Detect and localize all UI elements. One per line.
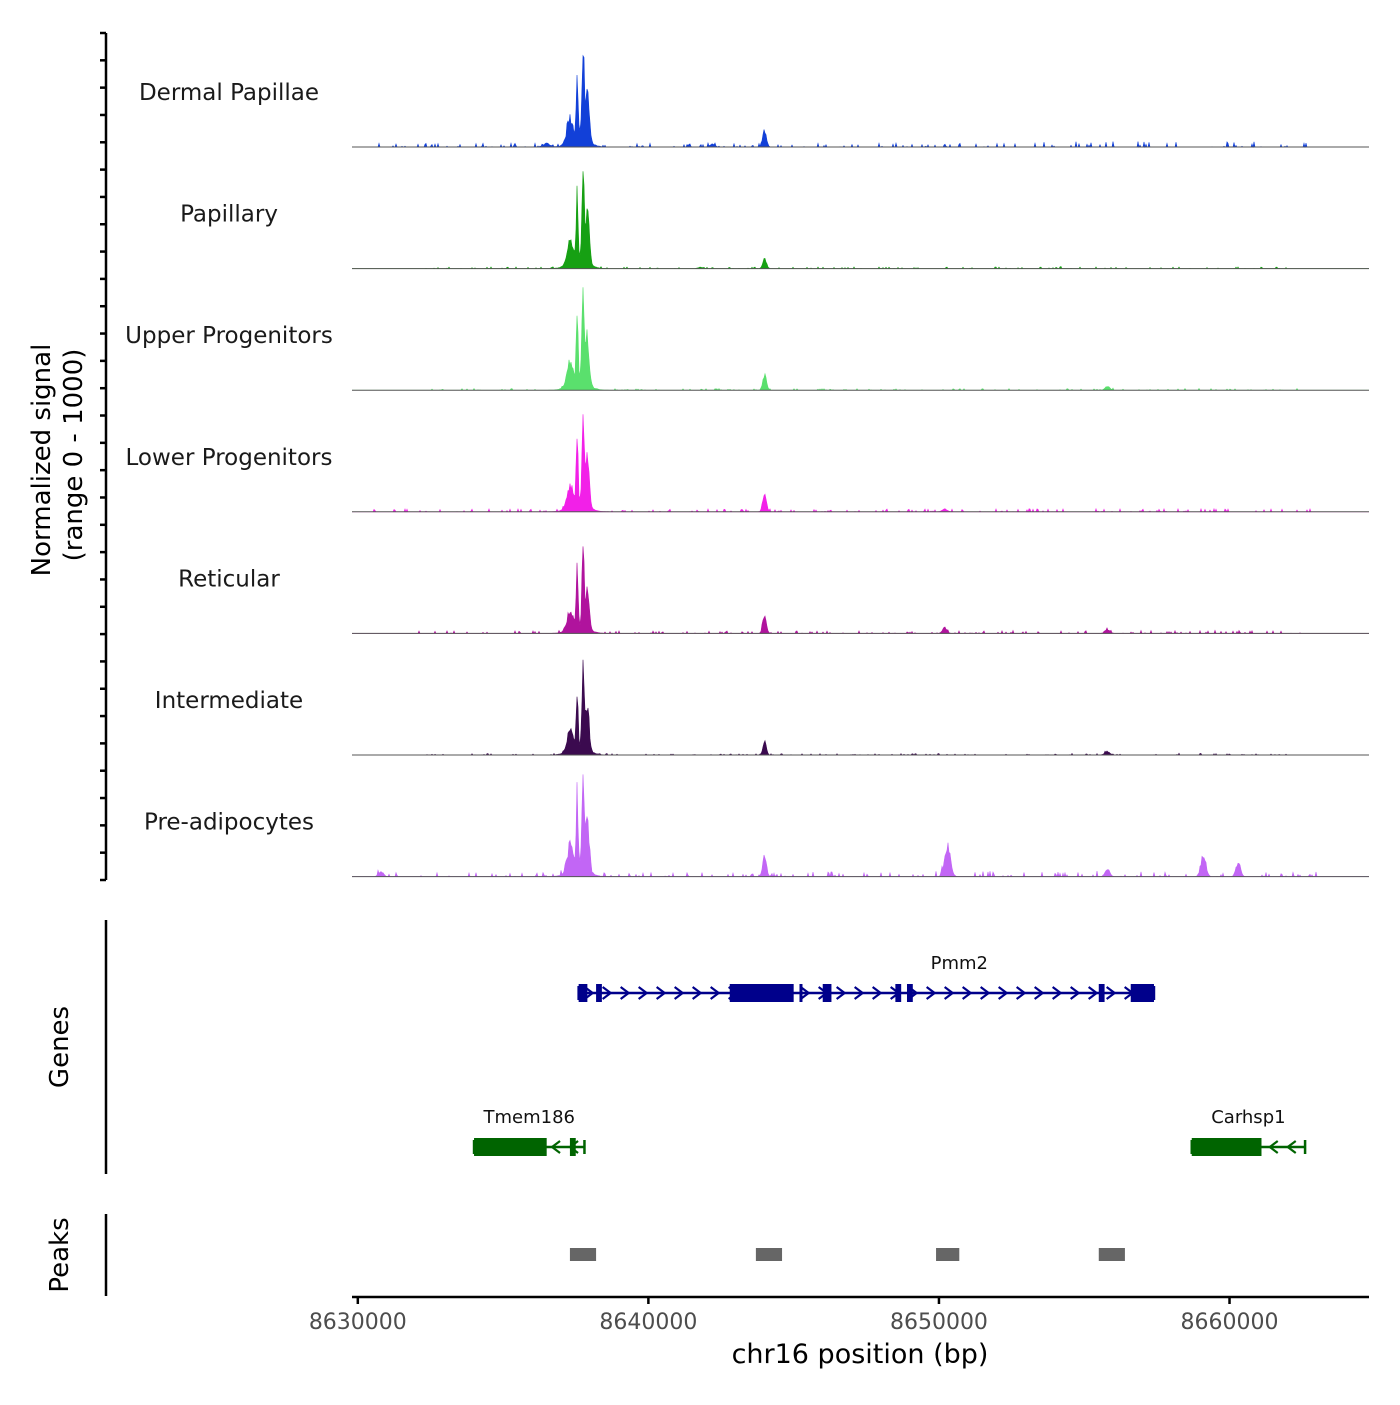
genes-track-label: Genes bbox=[45, 1006, 75, 1088]
gene-strand-arrow bbox=[1033, 986, 1045, 1000]
gene-strand-arrow bbox=[1087, 986, 1099, 1000]
track-label-3: Lower Progenitors bbox=[126, 445, 333, 471]
gene-strand-arrow bbox=[619, 986, 631, 1000]
gene-strand-arrow bbox=[601, 986, 613, 1000]
gene-strand-arrow bbox=[925, 986, 937, 1000]
gene-exon bbox=[596, 984, 602, 1002]
y-axis-title-line2: (range 0 - 1000) bbox=[59, 349, 89, 562]
gene-strand-arrow bbox=[961, 986, 973, 1000]
x-tick-label: 8660000 bbox=[1181, 1310, 1279, 1335]
gene-exon bbox=[474, 1138, 547, 1156]
gene-strand-arrow bbox=[673, 986, 685, 1000]
gene-strand-arrow bbox=[853, 986, 865, 1000]
gene-strand-arrow bbox=[1051, 986, 1063, 1000]
gene-exon bbox=[895, 984, 902, 1002]
coverage-area-0 bbox=[352, 54, 1369, 149]
track-label-5: Intermediate bbox=[155, 688, 303, 714]
gene-strand-arrow bbox=[1285, 1140, 1297, 1154]
gene-strand-arrow bbox=[1015, 986, 1027, 1000]
track-label-1: Papillary bbox=[180, 202, 278, 228]
gene-label-1: Tmem186 bbox=[482, 1107, 575, 1128]
x-tick-label: 8640000 bbox=[599, 1310, 697, 1335]
gene-strand-arrow bbox=[979, 986, 991, 1000]
track-label-0: Dermal Papillae bbox=[139, 80, 319, 106]
x-axis-title: chr16 position (bp) bbox=[732, 1339, 989, 1370]
peak-region-0 bbox=[569, 1248, 597, 1261]
x-tick-label: 8630000 bbox=[309, 1310, 407, 1335]
y-axis-title-line1: Normalized signal bbox=[27, 344, 57, 577]
gene-strand-arrow bbox=[637, 986, 649, 1000]
coverage-area-3 bbox=[352, 414, 1369, 513]
gene-strand-arrow bbox=[691, 986, 703, 1000]
track-label-6: Pre-adipocytes bbox=[144, 810, 314, 836]
gene-label-2: Carhsp1 bbox=[1211, 1107, 1285, 1128]
peak-track bbox=[104, 1214, 1125, 1296]
gene-strand-arrow bbox=[943, 986, 955, 1000]
coverage-area-2 bbox=[352, 287, 1369, 391]
gene-strand-arrow bbox=[1105, 986, 1117, 1000]
coverage-area-6 bbox=[352, 774, 1369, 878]
track-label-4: Reticular bbox=[178, 566, 280, 592]
gene-exon bbox=[906, 984, 913, 1002]
gene-strand-arrow bbox=[1069, 986, 1081, 1000]
gene-exon bbox=[1191, 1138, 1262, 1156]
gene-exon bbox=[578, 984, 588, 1002]
x-axis: 8630000 8640000 8650000 8660000 bbox=[309, 1295, 1369, 1335]
gene-label-0: Pmm2 bbox=[931, 953, 988, 974]
gene-strand-arrow bbox=[835, 986, 847, 1000]
gene-strand-arrow bbox=[1267, 1140, 1279, 1154]
gene-strand-arrow bbox=[709, 986, 721, 1000]
gene-strand-arrow bbox=[655, 986, 667, 1000]
coverage-area-5 bbox=[352, 659, 1369, 756]
x-tick-label: 8650000 bbox=[890, 1310, 988, 1335]
coverage-area-4 bbox=[352, 546, 1369, 635]
peaks-track-label: Peaks bbox=[45, 1217, 75, 1292]
coverage-area-1 bbox=[352, 171, 1369, 270]
peak-region-3 bbox=[1098, 1248, 1125, 1261]
gene-exon bbox=[1130, 984, 1154, 1002]
peak-region-1 bbox=[755, 1248, 783, 1261]
gene-exon bbox=[1098, 984, 1105, 1002]
gene-track: Pmm2 Tmem186 Carhsp1 bbox=[104, 920, 1307, 1174]
gene-strand-arrow bbox=[997, 986, 1009, 1000]
track-label-2: Upper Progenitors bbox=[125, 323, 333, 349]
peak-region-2 bbox=[936, 1248, 960, 1261]
gene-strand-arrow bbox=[799, 986, 811, 1000]
gene-exon bbox=[822, 984, 832, 1002]
gene-strand-arrow bbox=[871, 986, 883, 1000]
coverage-tracks: Dermal Papillae Papillary Upper Progenitor… bbox=[100, 31, 1369, 882]
gene-strand-arrow bbox=[550, 1140, 561, 1154]
gene-exon bbox=[799, 984, 803, 1002]
gene-exon bbox=[569, 1138, 576, 1156]
gene-exon bbox=[729, 984, 794, 1002]
